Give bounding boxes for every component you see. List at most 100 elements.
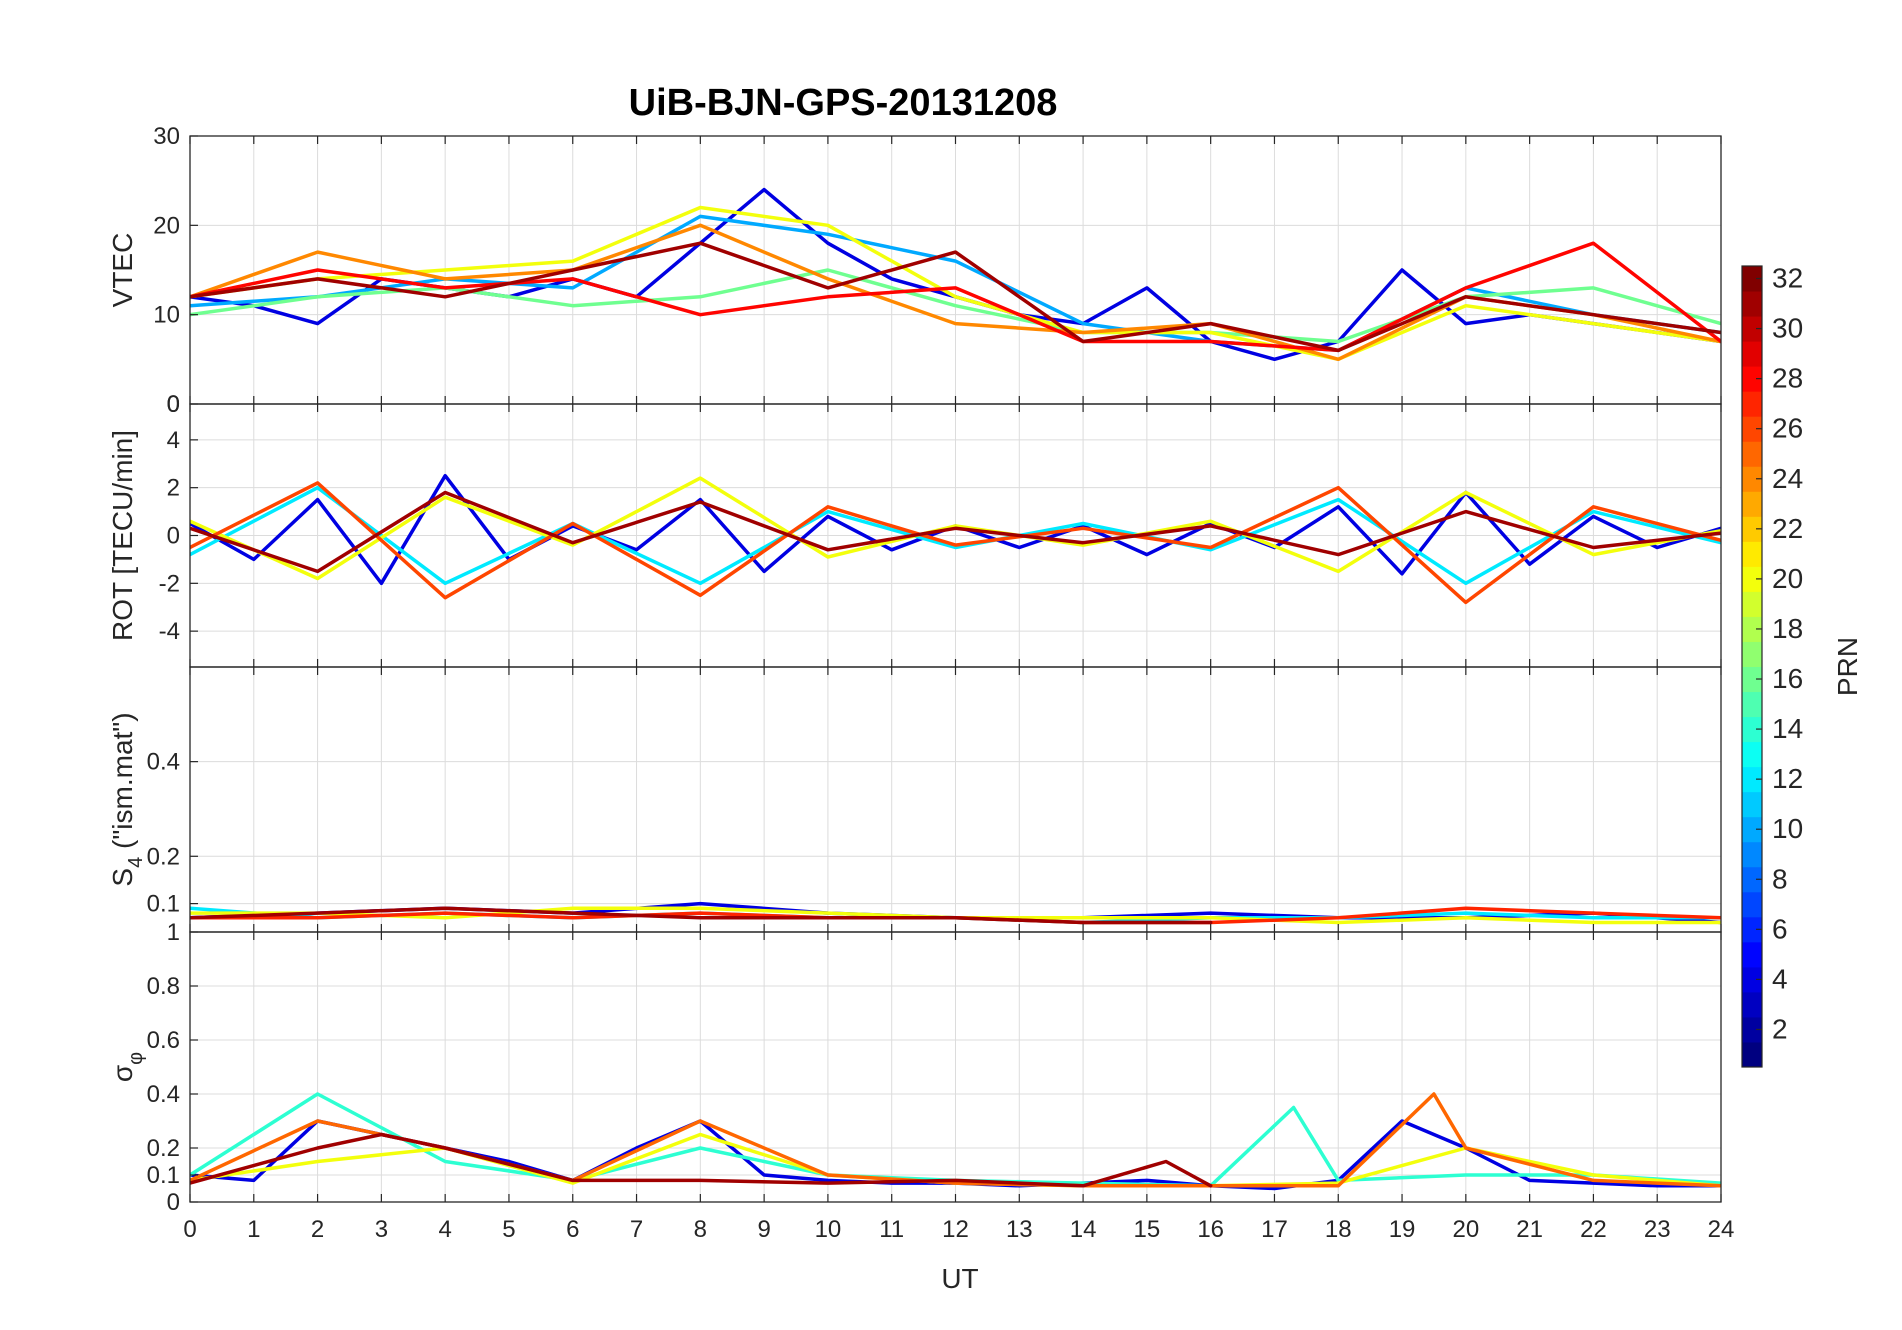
colorbar-segment [1742,416,1762,442]
colorbar-segment [1742,491,1762,517]
x-tick-label: 12 [942,1216,969,1243]
x-tick-label: 13 [1006,1216,1033,1243]
colorbar-tick-label: 26 [1772,413,1803,444]
colorbar-tick-label: 10 [1772,813,1803,844]
colorbar-segment [1742,366,1762,392]
y-tick-label: 0 [167,391,180,418]
y-tick-label: 0.4 [147,749,180,776]
y-tick-label: 0.2 [147,1135,180,1162]
panel-rot: -4 -2 0 2 4 0 ROT [TECU/min] [107,391,1722,668]
y-tick-label: 0 [167,523,180,550]
x-tick-label: 8 [694,1216,707,1243]
colorbar-segment [1742,891,1762,918]
series-line-prn31 [190,906,1213,925]
colorbar-segment [1742,466,1762,492]
colorbar-segment [1742,1041,1762,1068]
x-tick-label: 16 [1197,1216,1224,1243]
y-tick-label: 0.1 [147,891,180,918]
y-tick-label: 2 [167,475,180,502]
colorbar-tick-label: 2 [1772,1013,1788,1044]
colorbar-box [1741,265,1763,1068]
colorbar-tick-label: 22 [1772,513,1803,544]
panel-s4: 0.1 0.2 0.4S4 ("ism.mat") [107,666,1722,933]
colorbar-segment [1742,841,1762,868]
series-line-prn26 [190,481,1721,605]
colorbar-segment [1742,716,1762,743]
x-tick-label: 3 [375,1216,388,1243]
x-tick-label: 21 [1516,1216,1543,1243]
colorbar-segment [1742,566,1762,592]
colorbar-segment [1742,991,1762,1018]
y-tick-label: -2 [159,570,180,597]
y-axis-label: S4 ("ism.mat") [107,712,147,886]
series-line-prn31 [190,1132,1213,1188]
x-tick-label: 23 [1644,1216,1671,1243]
x-tick-label: 19 [1389,1216,1416,1243]
y-tick-label: 0.4 [147,1081,180,1108]
x-tick-label: 20 [1452,1216,1479,1243]
x-tick-label: 7 [630,1216,643,1243]
colorbar-segment [1742,316,1762,342]
colorbar-tick-label: 32 [1772,263,1803,294]
colorbar-segment [1742,616,1762,642]
series-line-prn20 [190,476,1721,581]
colorbar-segment [1742,666,1762,693]
colorbar-label: PRN [1832,637,1863,696]
x-tick-labels: 0 1 2 3 4 5 6 7 8 9 10 11 12 13 14 15 16 17 18 19 20 21 22 23 24 [183,1216,1734,1243]
panel-vtec: 0 10 20 30 VTEC [107,123,1722,418]
colorbar-segment [1742,591,1762,617]
y-tick-label: 0.2 [147,843,180,870]
y-tick-label: 0 [167,391,180,418]
y-tick-label: 0.8 [147,973,180,1000]
colorbar-segment [1742,816,1762,843]
y-tick-label: 0.1 [147,1162,180,1189]
chart-title: UiB-BJN-GPS-20131208 [629,82,1058,124]
colorbar-segment [1742,441,1762,467]
colorbar-segment [1742,741,1762,768]
colorbar-tick-label: 6 [1772,913,1788,944]
colorbar-segment [1742,541,1762,567]
y-tick-label: 0.6 [147,1027,180,1054]
colorbar-segment [1742,266,1762,292]
y-tick-label: 0 [167,1189,180,1216]
colorbar-segment [1742,966,1762,993]
colorbar-tick-label: 16 [1772,663,1803,694]
colorbar-tick-label: 8 [1772,863,1788,894]
y-tick-label: -4 [159,618,180,645]
colorbar-segment [1742,691,1762,718]
series-line-prn12 [190,485,1721,586]
colorbar-tick-label: 4 [1772,963,1788,994]
x-tick-label: 11 [879,1216,904,1243]
series-group [190,901,1721,925]
x-tick-label: 9 [757,1216,770,1243]
colorbar-segment [1742,941,1762,968]
colorbar-segment [1742,866,1762,893]
x-tick-label: 0 [183,1216,196,1243]
colorbar-tick-label: 12 [1772,763,1803,794]
panel-sigma_phi: 00.10.2 0.4 0.6 0.8 1 σφ [107,919,1722,1216]
x-axis-label: UT [941,1263,978,1294]
x-tick-label: 14 [1070,1216,1097,1243]
x-tick-label: 2 [311,1216,324,1243]
y-tick-label: 30 [153,123,180,150]
x-tick-label: 22 [1580,1216,1607,1243]
y-tick-label: 10 [153,302,180,329]
y-tick-label: 4 [167,427,180,454]
colorbar-segment [1742,766,1762,793]
y-tick-label: 20 [153,212,180,239]
colorbar-segment [1742,291,1762,317]
colorbar-segment [1742,916,1762,943]
x-tick-label: 18 [1325,1216,1352,1243]
colorbar-tick-label: 14 [1772,713,1803,744]
series-group [190,187,1721,362]
x-tick-label: 1 [247,1216,260,1243]
colorbar-segment [1742,516,1762,542]
colorbar-tick-label: 24 [1772,463,1803,494]
series-group [190,473,1721,605]
colorbar-segment [1742,1016,1762,1043]
x-tick-label: 10 [815,1216,842,1243]
colorbar-tick-label: 20 [1772,563,1803,594]
y-axis-label: VTEC [107,233,138,308]
